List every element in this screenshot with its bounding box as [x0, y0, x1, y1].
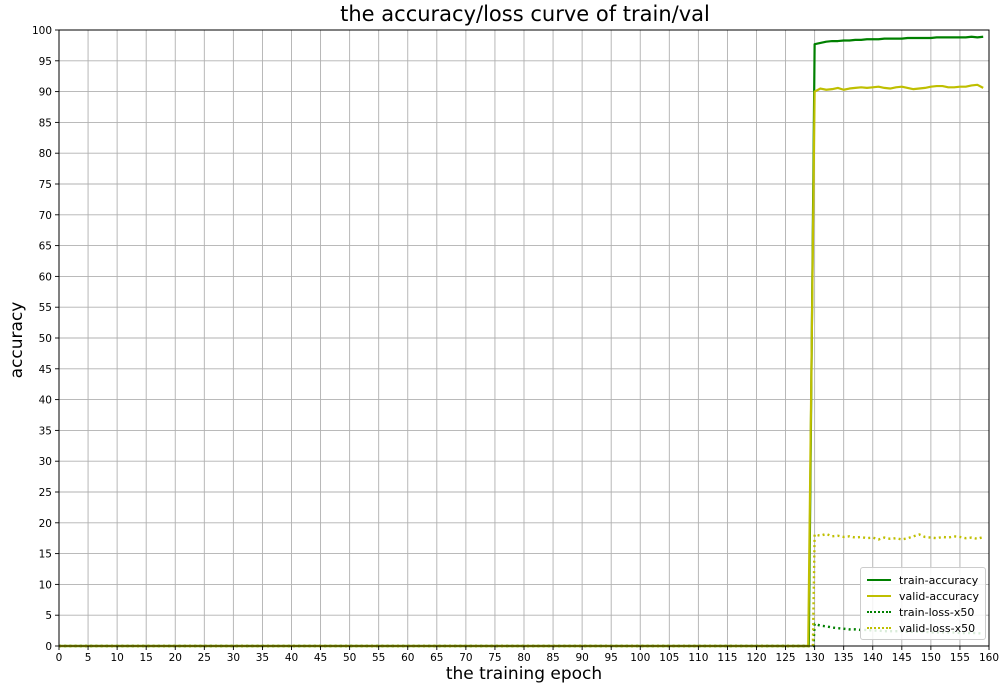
y-tick-label: 40: [39, 395, 52, 407]
series-line-valid-accuracy: [59, 83, 984, 648]
legend-label: train-loss-x50: [899, 605, 975, 619]
x-tick-label: 80: [517, 652, 530, 664]
y-tick-label: 100: [32, 25, 52, 37]
y-tick-label: 60: [39, 271, 52, 283]
x-tick-label: 5: [85, 652, 92, 664]
x-tick-label: 160: [979, 652, 999, 664]
y-tick-label: 0: [45, 641, 52, 653]
legend-item: valid-loss-x50: [867, 620, 979, 636]
y-tick-label: 25: [39, 487, 52, 499]
x-tick-label: 130: [805, 652, 825, 664]
legend-swatch: [867, 627, 892, 629]
chart-title: the accuracy/loss curve of train/val: [340, 2, 710, 26]
x-tick-label: 100: [630, 652, 650, 664]
x-tick-label: 90: [575, 652, 588, 664]
x-tick-label: 20: [169, 652, 182, 664]
x-tick-label: 105: [659, 652, 679, 664]
y-tick-label: 85: [39, 117, 52, 129]
series-line-train-accuracy: [59, 35, 984, 648]
x-tick-label: 60: [401, 652, 414, 664]
x-axis-label: the training epoch: [445, 664, 603, 684]
legend-label: valid-accuracy: [899, 589, 979, 603]
x-tick-label: 35: [256, 652, 269, 664]
y-tick-label: 5: [45, 610, 52, 622]
y-tick-label: 15: [39, 549, 52, 561]
y-tick-label: 30: [39, 456, 52, 468]
y-tick-label: 35: [39, 425, 52, 437]
y-tick-label: 20: [39, 518, 52, 530]
legend-label: train-accuracy: [899, 573, 979, 587]
legend-swatch: [867, 611, 892, 613]
x-tick-label: 40: [285, 652, 298, 664]
x-tick-label: 65: [430, 652, 443, 664]
y-tick-label: 80: [39, 148, 52, 160]
x-tick-label: 50: [343, 652, 356, 664]
x-tick-label: 85: [546, 652, 559, 664]
x-tick-label: 155: [950, 652, 970, 664]
y-tick-label: 90: [39, 87, 52, 99]
legend-item: valid-accuracy: [867, 588, 979, 604]
x-tick-label: 25: [198, 652, 211, 664]
x-tick-label: 115: [717, 652, 737, 664]
y-tick-label: 10: [39, 579, 52, 591]
x-tick-label: 10: [110, 652, 123, 664]
legend-swatch: [867, 579, 892, 581]
x-tick-label: 110: [688, 652, 708, 664]
y-tick-label: 45: [39, 364, 52, 376]
y-tick-label: 65: [39, 241, 52, 253]
x-tick-label: 140: [863, 652, 883, 664]
x-tick-label: 135: [834, 652, 854, 664]
y-tick-label: 55: [39, 302, 52, 314]
y-tick-label: 75: [39, 179, 52, 191]
legend-item: train-loss-x50: [867, 604, 979, 620]
legend-item: train-accuracy: [867, 572, 979, 588]
x-tick-label: 70: [459, 652, 472, 664]
y-tick-label: 95: [39, 56, 52, 68]
y-tick-label: 50: [39, 333, 52, 345]
x-tick-label: 125: [776, 652, 796, 664]
x-tick-label: 95: [605, 652, 618, 664]
x-tick-label: 55: [372, 652, 385, 664]
x-tick-label: 150: [921, 652, 941, 664]
chart-legend: train-accuracy valid-accuracy train-loss-x…: [860, 567, 986, 640]
y-tick-label: 70: [39, 210, 52, 222]
x-tick-label: 15: [140, 652, 153, 664]
series-line-valid-loss-x50: [59, 532, 984, 648]
x-tick-label: 75: [488, 652, 501, 664]
legend-label: valid-loss-x50: [899, 621, 976, 635]
x-tick-label: 145: [892, 652, 912, 664]
x-tick-label: 0: [56, 652, 63, 664]
x-tick-label: 30: [227, 652, 240, 664]
legend-swatch: [867, 595, 892, 597]
x-tick-label: 120: [746, 652, 766, 664]
x-tick-label: 45: [314, 652, 327, 664]
y-axis-label: accuracy: [7, 301, 27, 379]
